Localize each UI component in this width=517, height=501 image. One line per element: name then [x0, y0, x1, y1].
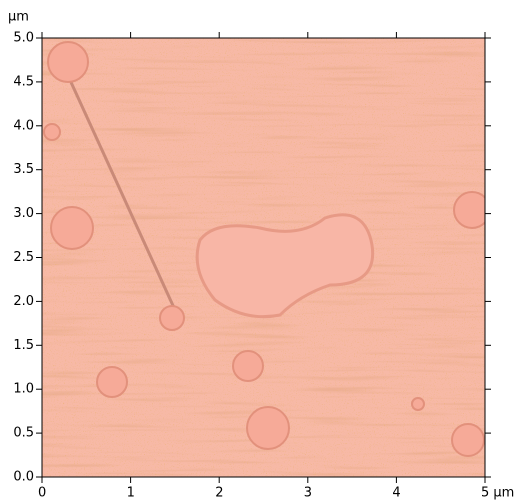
y-tick-label: 1.0	[13, 382, 34, 397]
y-tick-label: 5.0	[13, 31, 34, 46]
y-tick-label: 2.0	[13, 294, 34, 309]
y-tick-label: 1.5	[13, 338, 34, 353]
y-tick-label: 0.5	[13, 426, 34, 441]
x-tick-label: 5 µm	[481, 486, 514, 501]
y-tick-label: 4.5	[13, 74, 34, 89]
x-tick-label: 2	[215, 486, 223, 501]
afm-figure: µm 0 1 2 3 4 5 µm 0.0 0.5 1.0 1.5 2.0 2.5 3.0 3.5 4.0 4…	[0, 0, 517, 501]
y-tick-label: 2.5	[13, 250, 34, 265]
x-tick-label: 1	[127, 486, 135, 501]
y-axis-unit: µm	[8, 10, 29, 25]
x-tick-label: 4	[392, 486, 400, 501]
x-tick-label: 0	[38, 486, 46, 501]
y-tick-label: 3.0	[13, 206, 34, 221]
afm-image	[42, 38, 490, 477]
x-tick-label: 3	[304, 486, 312, 501]
y-tick-label: 3.5	[13, 162, 34, 177]
y-tick-label: 4.0	[13, 118, 34, 133]
y-tick-label: 0.0	[13, 470, 34, 485]
